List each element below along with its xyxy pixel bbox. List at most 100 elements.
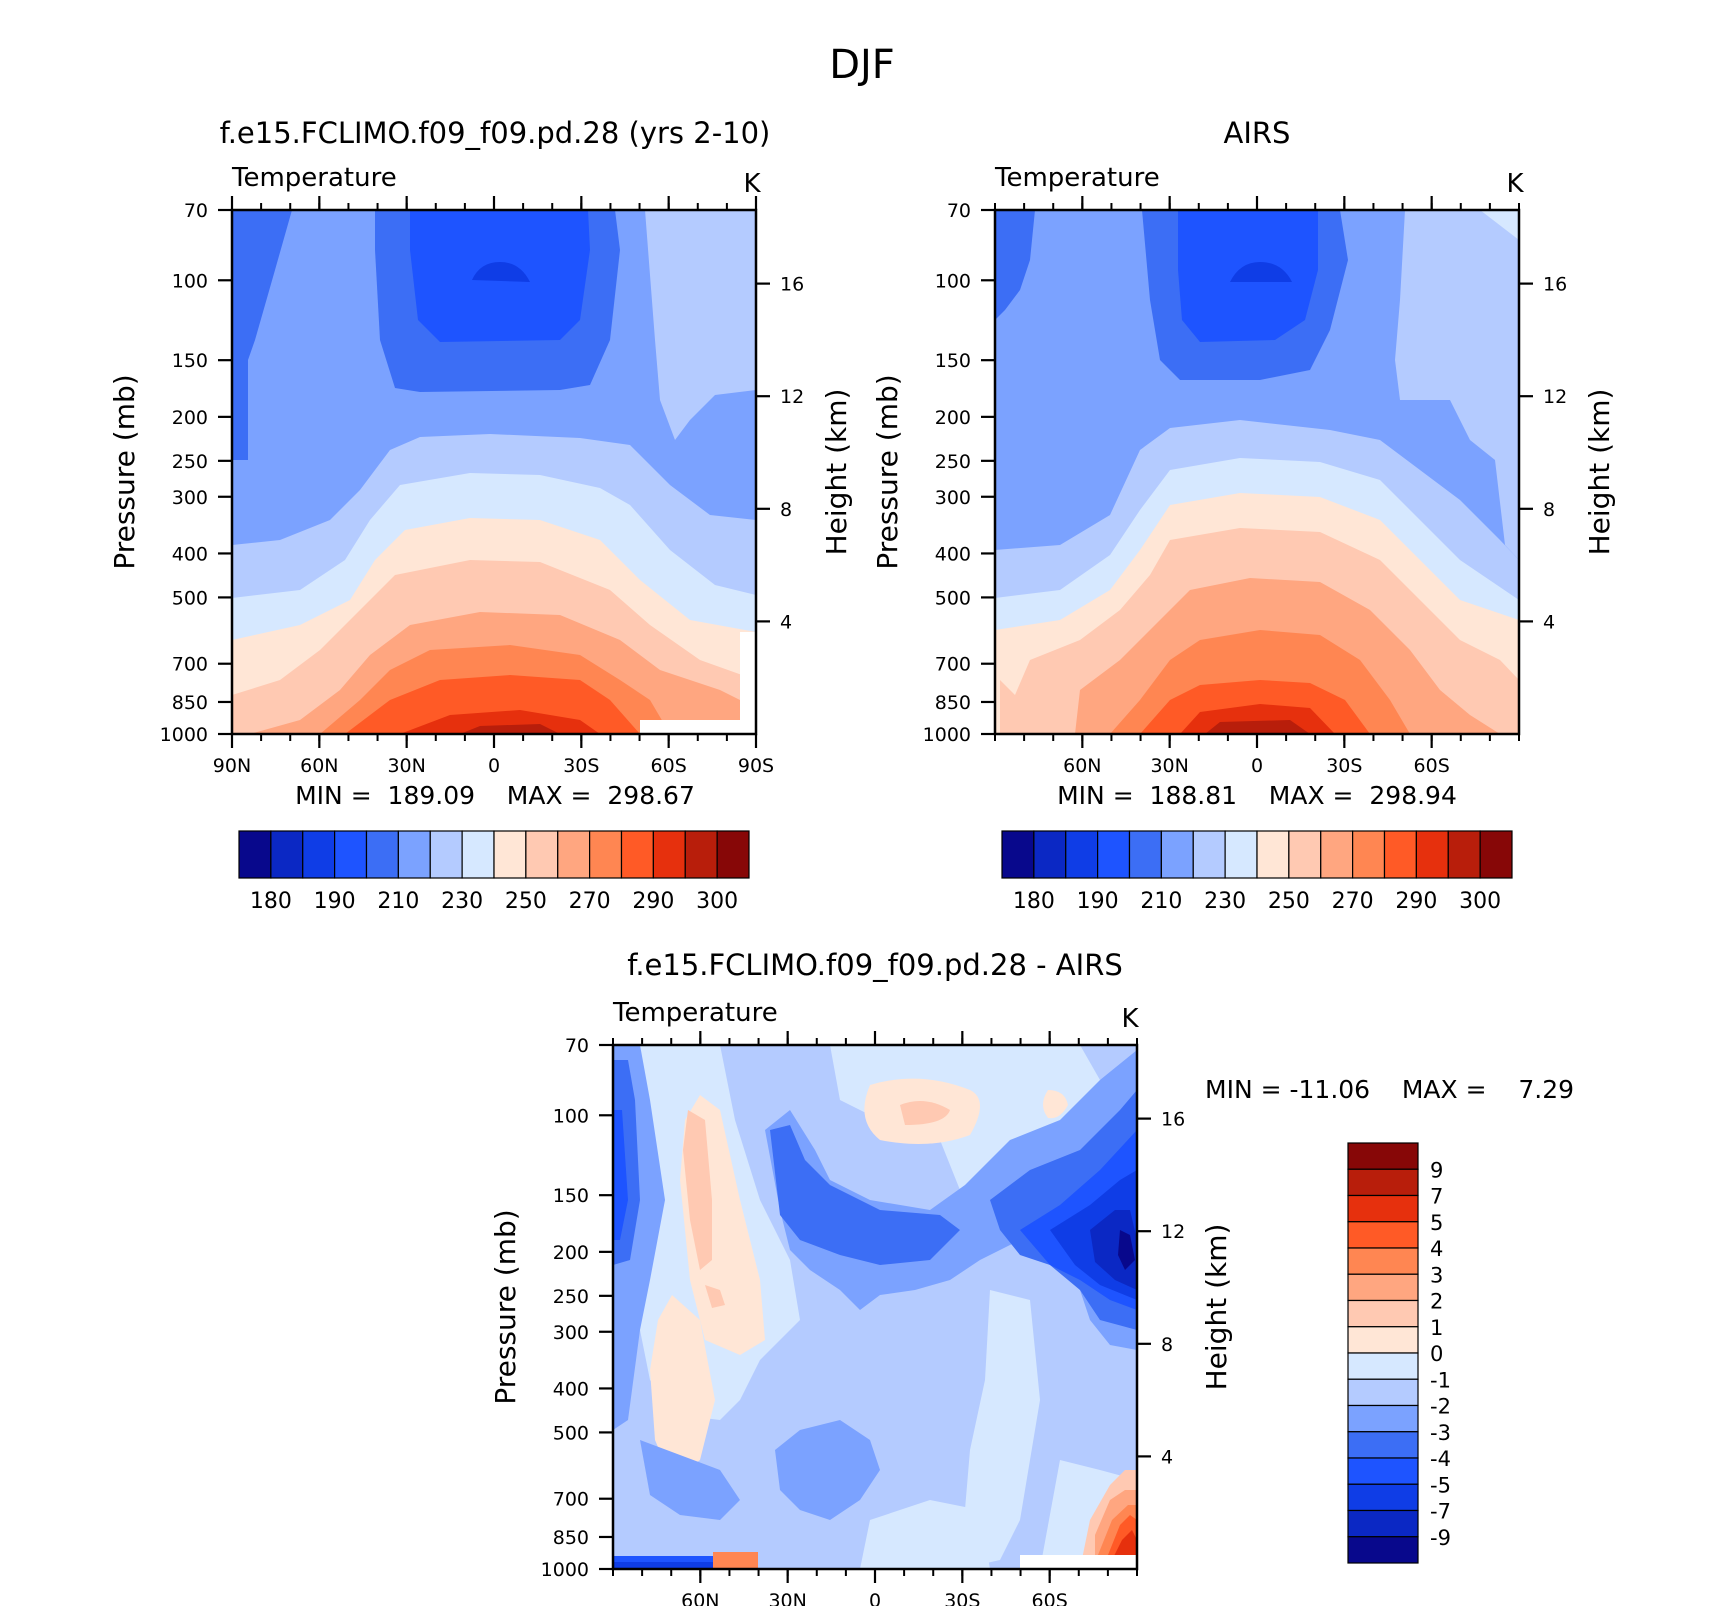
diff-y-tick-label: 100 <box>553 1105 589 1127</box>
obs-y-tick-label: 250 <box>935 451 971 473</box>
obs-y-tick-label: 500 <box>935 587 971 609</box>
model-subtitle: Temperature <box>231 163 397 193</box>
diff-colorbar-swatch <box>1347 1194 1419 1223</box>
diff-y-right-tick-label: 12 <box>1161 1221 1185 1243</box>
obs-colorbar-label: 180 <box>1013 889 1055 914</box>
model-y-tick-label: 1000 <box>160 724 208 746</box>
diff-colorbar-swatch <box>1347 1142 1419 1170</box>
obs-colorbar-label: 290 <box>1395 889 1437 914</box>
obs-y-right-tick-label: 12 <box>1543 386 1567 408</box>
diff-y-tick-label: 500 <box>553 1422 589 1444</box>
diff-stats: MIN = -11.06 MAX = 7.29 <box>1205 1075 1574 1104</box>
diff-colorbar-label: 5 <box>1430 1211 1443 1235</box>
obs-y-tick-label: 400 <box>935 543 971 565</box>
obs-ylabel: Pressure (mb) <box>871 374 904 569</box>
model-colorbar-label: 180 <box>250 889 292 914</box>
diff-colorbar-swatch <box>1347 1483 1419 1512</box>
model-colorbar-swatch <box>461 830 495 879</box>
diff-y-tick-label: 150 <box>553 1185 589 1207</box>
model-colorbar-label: 190 <box>314 889 356 914</box>
model-y-tick-label: 70 <box>184 200 208 222</box>
obs-colorbar-label: 230 <box>1204 889 1246 914</box>
obs-colorbar-label: 300 <box>1459 889 1501 914</box>
model-colorbar-swatch <box>652 830 686 879</box>
figure-title: DJF <box>829 42 895 88</box>
obs-y-tick-label: 1000 <box>923 724 971 746</box>
obs-x-tick-label: 30N <box>1150 755 1188 777</box>
diff-colorbar-swatch <box>1347 1352 1419 1380</box>
model-x-tick-label: 60N <box>300 755 338 777</box>
diff-colorbar-label: -7 <box>1430 1500 1451 1524</box>
diff-y-right-tick-label: 4 <box>1161 1446 1173 1468</box>
obs-colorbar-swatch <box>1256 830 1290 879</box>
model-colorbar-swatch <box>397 830 431 879</box>
diff-colorbar-swatch <box>1347 1404 1419 1433</box>
obs-y-tick-label: 300 <box>935 487 971 509</box>
obs-colorbar-swatch <box>1383 830 1417 879</box>
model-x-tick-label: 90S <box>738 755 774 777</box>
model-y-tick-label: 100 <box>172 270 208 292</box>
obs-colorbar: 180 190 210 230 250 270 290 300 <box>1001 830 1513 914</box>
diff-colorbar-swatch <box>1347 1509 1419 1538</box>
obs-y-right-tick-label: 4 <box>1543 611 1555 633</box>
model-x-tick-label: 60S <box>651 755 687 777</box>
obs-y-tick-label: 700 <box>935 654 971 676</box>
diff-y-tick-label: 70 <box>565 1035 589 1057</box>
model-colorbar-swatch <box>557 830 591 879</box>
model-units: K <box>743 169 761 199</box>
panel-diff: f.e15.FCLIMO.f09_f09.pd.28 - AIRS Temper… <box>489 948 1574 1606</box>
obs-y-right-tick-label: 16 <box>1543 274 1567 296</box>
obs-y-tick-label: 200 <box>935 407 971 429</box>
model-colorbar-label: 230 <box>441 889 483 914</box>
obs-y-tick-label: 850 <box>935 692 971 714</box>
model-axes: 90N 60N 30N 0 30S 60S 90S 70 100 150 200 250 300 400 5… <box>160 196 804 777</box>
obs-subtitle: Temperature <box>994 163 1160 193</box>
model-colorbar-label: 210 <box>377 889 419 914</box>
diff-colorbar-swatch <box>1347 1221 1419 1249</box>
obs-colorbar-swatch <box>1097 830 1131 879</box>
model-ylabel: Pressure (mb) <box>108 374 141 569</box>
diff-colorbar-label: -3 <box>1430 1421 1451 1445</box>
obs-x-tick-label: 30S <box>1326 755 1362 777</box>
diff-colorbar-label: -1 <box>1430 1368 1451 1392</box>
obs-colorbar-label: 250 <box>1268 889 1310 914</box>
model-y-tick-label: 250 <box>172 451 208 473</box>
model-y-tick-label: 300 <box>172 487 208 509</box>
diff-colorbar-label: -2 <box>1430 1395 1451 1419</box>
obs-x-tick-label: 60S <box>1414 755 1450 777</box>
model-title: f.e15.FCLIMO.f09_f09.pd.28 (yrs 2-10) <box>220 116 771 150</box>
obs-stats: MIN = 188.81 MAX = 298.94 <box>1057 781 1457 810</box>
panel-obs: AIRS Temperature K 60N 30N 0 30S 60S 70 100 150… <box>871 116 1616 914</box>
obs-colorbar-label: 210 <box>1140 889 1182 914</box>
obs-colorbar-label: 270 <box>1332 889 1374 914</box>
obs-colorbar-swatch <box>1033 830 1067 879</box>
obs-y-tick-label: 150 <box>935 350 971 372</box>
model-y-tick-label: 400 <box>172 543 208 565</box>
model-y-right-tick-label: 12 <box>780 386 804 408</box>
obs-y-tick-label: 100 <box>935 270 971 292</box>
obs-axes: 60N 30N 0 30S 60S 70 100 150 200 250 300 400 500 700 8… <box>923 196 1567 777</box>
model-colorbar-swatch <box>334 830 368 879</box>
diff-colorbar-label: 7 <box>1430 1185 1443 1209</box>
obs-ylabel-right: Height (km) <box>1583 389 1616 556</box>
obs-colorbar-swatch <box>1001 830 1035 879</box>
obs-colorbar-swatch <box>1065 830 1099 879</box>
diff-colorbar-swatch <box>1347 1247 1419 1275</box>
obs-colorbar-label: 190 <box>1077 889 1119 914</box>
model-colorbar-swatch <box>238 830 272 879</box>
model-y-tick-label: 850 <box>172 692 208 714</box>
model-colorbar-label: 300 <box>696 889 738 914</box>
diff-title: f.e15.FCLIMO.f09_f09.pd.28 - AIRS <box>627 948 1123 982</box>
model-colorbar-swatch <box>589 830 623 879</box>
model-colorbar-swatch <box>429 830 463 879</box>
model-y-right-tick-label: 4 <box>780 611 792 633</box>
obs-colorbar-swatch <box>1224 830 1258 879</box>
model-colorbar-swatch <box>270 830 304 879</box>
diff-y-tick-label: 1000 <box>541 1559 589 1581</box>
diff-colorbar-label: 4 <box>1430 1237 1443 1261</box>
diff-x-tick-label: 60S <box>1032 1590 1068 1606</box>
model-colorbar-swatch <box>684 830 718 879</box>
diff-y-right-tick-label: 16 <box>1161 1109 1185 1131</box>
